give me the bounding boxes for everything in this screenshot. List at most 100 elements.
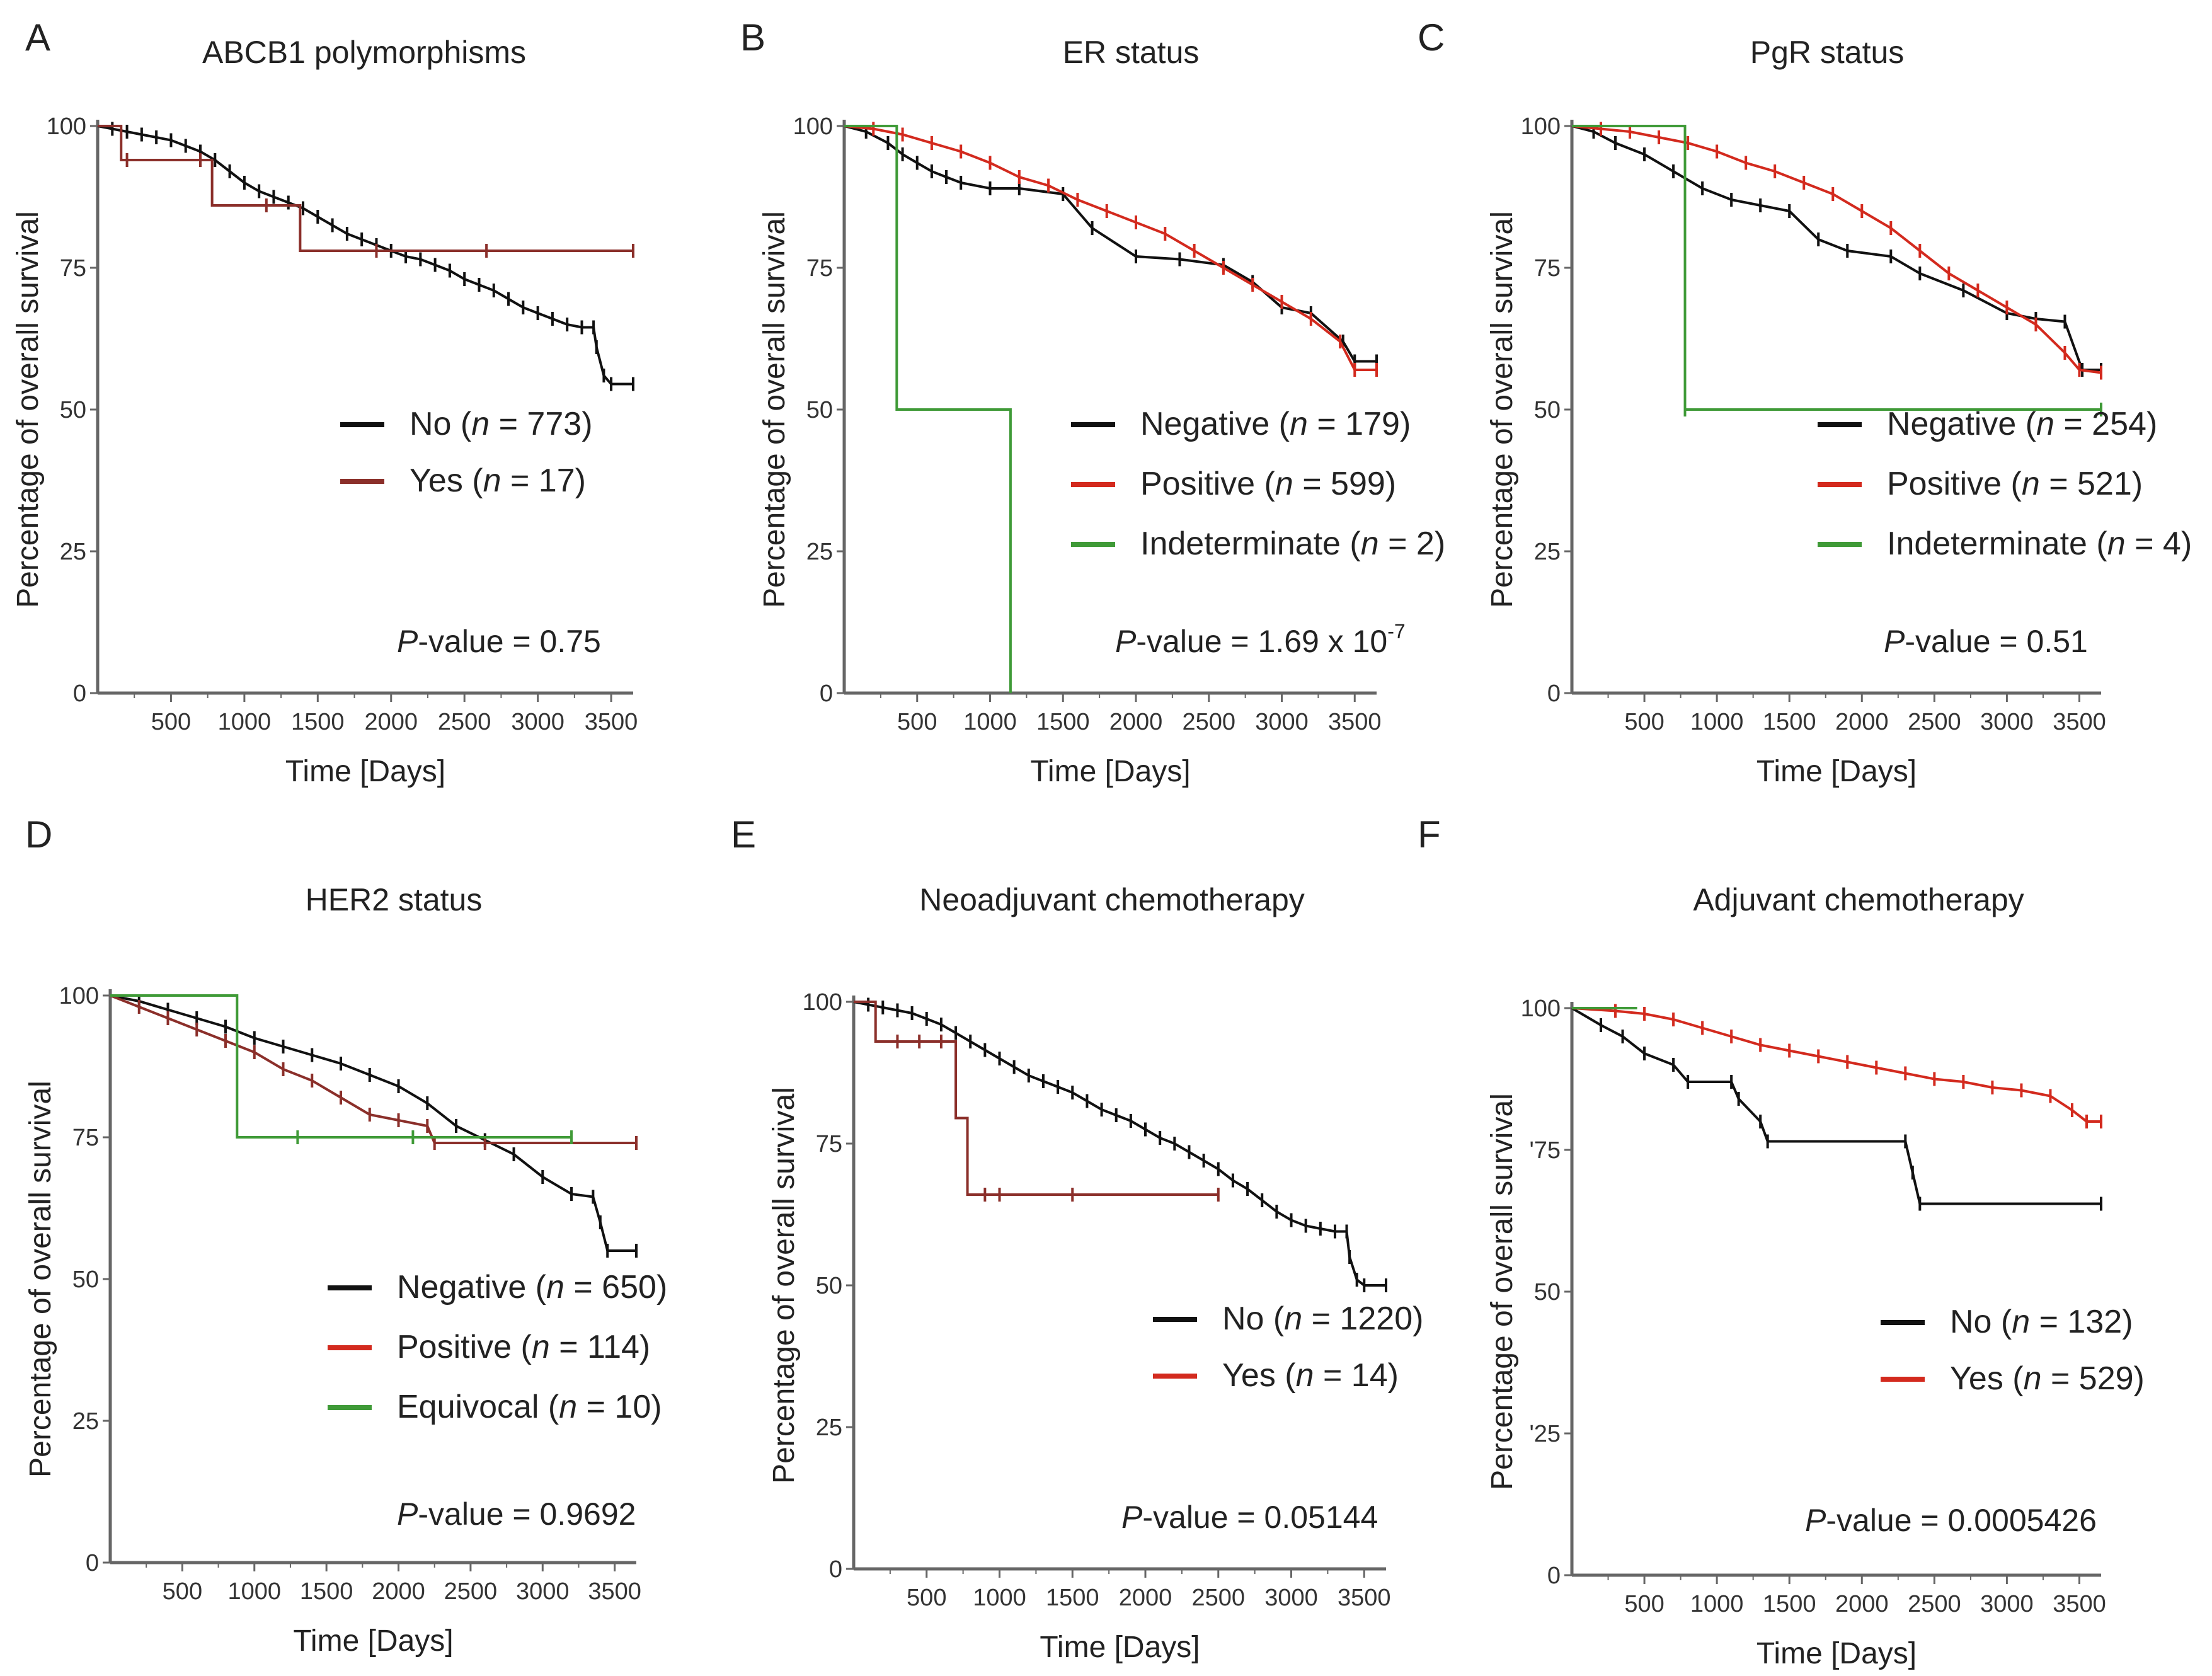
panel-letter: C — [1418, 16, 1445, 59]
series-yes — [1571, 1004, 2102, 1128]
panel-c: C PgR status 0 25 50 75 100 500 1000 1500 2000 2500… — [1418, 16, 2192, 788]
y-axis-title: Percentage of overall survival — [767, 1087, 801, 1484]
y-axis-title: Percentage of overall survival — [1486, 1093, 1519, 1490]
y-tick-label: 50 — [60, 397, 86, 423]
panel-letter: B — [740, 16, 765, 59]
y-tick-label: 50 — [72, 1266, 99, 1293]
survival-curve — [98, 125, 633, 252]
panel-e: E Neoadjuvant chemotherapy 0 25 50 75 100 500 10… — [731, 813, 1423, 1664]
y-tick-label: 75 — [806, 255, 833, 282]
y-tick-label: 25 — [72, 1408, 99, 1435]
legend-label: Yes (n = 14) — [1222, 1357, 1399, 1394]
y-tick-label: 50 — [1534, 397, 1561, 423]
panel-letter: A — [25, 16, 50, 59]
survival-curve — [1572, 125, 2101, 411]
legend-item: Yes (n = 529) — [1881, 1360, 2145, 1397]
panel-b: B ER status 0 25 50 75 100 500 1000 1500 2000 2500 3… — [740, 16, 1445, 788]
panel-title: Adjuvant chemotherapy — [1693, 882, 2024, 917]
legend-label: Negative (n = 254) — [1887, 406, 2157, 442]
legend-label: No (n = 773) — [410, 406, 593, 442]
p-value: P-value = 0.51 — [1884, 624, 2088, 659]
y-tick-label: 100 — [47, 113, 86, 140]
legend-label: Negative (n = 179) — [1140, 406, 1411, 442]
series-yes — [98, 125, 634, 258]
y-tick-label: 100 — [59, 983, 99, 1009]
x-tick-label: 3500 — [588, 1578, 641, 1605]
legend-label: Indeterminate (n = 2) — [1140, 525, 1445, 562]
x-tick-label: 1500 — [1046, 1585, 1099, 1611]
legend-label: Yes (n = 17) — [410, 462, 586, 499]
legend-label: Positive (n = 114) — [397, 1329, 650, 1365]
survival-curve — [110, 994, 636, 1252]
legend-label: Positive (n = 521) — [1887, 466, 2143, 502]
survival-curve — [110, 994, 572, 1139]
x-tick-label: 2000 — [1119, 1585, 1172, 1611]
y-tick-label: 25 — [1534, 539, 1561, 565]
x-tick-label: 500 — [163, 1578, 202, 1605]
y-tick-label: 75 — [1534, 255, 1561, 282]
legend-label: Yes (n = 529) — [1950, 1360, 2145, 1397]
panel-letter: D — [25, 813, 52, 856]
x-tick-label: 2000 — [1109, 709, 1163, 735]
y-tick-label: 25 — [816, 1415, 842, 1441]
x-tick-label: 1500 — [1763, 709, 1816, 735]
series-positive — [110, 994, 638, 1150]
survival-curve — [854, 1001, 1218, 1196]
survival-curve — [97, 125, 633, 386]
x-axis-title: Time [Days] — [1756, 755, 1917, 788]
y-tick-label: 50 — [1534, 1279, 1561, 1306]
x-tick-label: 500 — [151, 709, 191, 735]
series-positive — [1571, 122, 2102, 380]
y-tick-label: 0 — [86, 1550, 99, 1576]
y-tick-label: 75 — [72, 1125, 99, 1151]
x-tick-label: 500 — [907, 1585, 946, 1611]
legend-item: Negative (n = 179) — [1071, 406, 1411, 442]
x-tick-label: 1000 — [973, 1585, 1026, 1611]
series-yes — [854, 1001, 1220, 1202]
x-tick-label: 1000 — [218, 709, 272, 735]
series-no — [1571, 1007, 2102, 1211]
legend-label: No (n = 132) — [1950, 1304, 2133, 1340]
x-tick-label: 2500 — [438, 709, 491, 735]
x-tick-label: 1500 — [1036, 709, 1090, 735]
y-tick-label: 100 — [1521, 113, 1561, 140]
x-tick-label: 3500 — [2053, 709, 2106, 735]
x-tick-label: 3500 — [1338, 1585, 1391, 1611]
panel-title: ABCB1 polymorphisms — [202, 35, 526, 70]
y-tick-label: 0 — [1547, 680, 1561, 707]
y-tick-label: 100 — [1521, 996, 1561, 1022]
x-tick-label: 2500 — [444, 1578, 498, 1605]
y-tick-label: 0 — [1547, 1563, 1561, 1589]
legend-label: Equivocal (n = 10) — [397, 1389, 662, 1425]
series-negative — [110, 994, 638, 1258]
legend-item: Indeterminate (n = 4) — [1818, 525, 2192, 562]
x-axis-title: Time [Days] — [1756, 1637, 1917, 1670]
y-axis-title: Percentage of overall survival — [1486, 211, 1519, 608]
survival-curve — [853, 1001, 1386, 1287]
legend-item: No (n = 773) — [340, 406, 593, 442]
survival-curve — [110, 994, 636, 1144]
x-axis-title: Time [Days] — [285, 755, 445, 788]
panel-letter: E — [731, 813, 756, 856]
legend-item: Yes (n = 14) — [1153, 1357, 1399, 1394]
legend-item: Yes (n = 17) — [340, 462, 586, 499]
legend-item: Positive (n = 599) — [1071, 466, 1396, 502]
panel-d: D HER2 status 0 25 50 75 100 500 1000 1500 2000 250… — [24, 813, 667, 1658]
survival-curve — [844, 125, 1377, 371]
panel-title: PgR status — [1750, 35, 1905, 70]
y-tick-label: 100 — [803, 989, 842, 1016]
y-tick-label: 0 — [820, 680, 833, 707]
y-axis-title: Percentage of overall survival — [11, 211, 45, 608]
panel-f: F Adjuvant chemotherapy 0 '25 50 '75 100 500 100… — [1418, 813, 2145, 1670]
y-axis-title: Percentage of overall survival — [24, 1081, 57, 1478]
y-tick-label: 25 — [60, 539, 86, 565]
x-tick-label: 3500 — [585, 709, 638, 735]
survival-curve — [1571, 1007, 2101, 1205]
x-tick-label: 1500 — [291, 709, 345, 735]
survival-curve — [1571, 125, 2101, 371]
x-axis-title: Time [Days] — [1030, 755, 1190, 788]
p-value: P-value = 0.0005426 — [1805, 1503, 2097, 1538]
y-tick-label: 75 — [60, 255, 86, 282]
x-tick-label: 3000 — [1255, 709, 1309, 735]
